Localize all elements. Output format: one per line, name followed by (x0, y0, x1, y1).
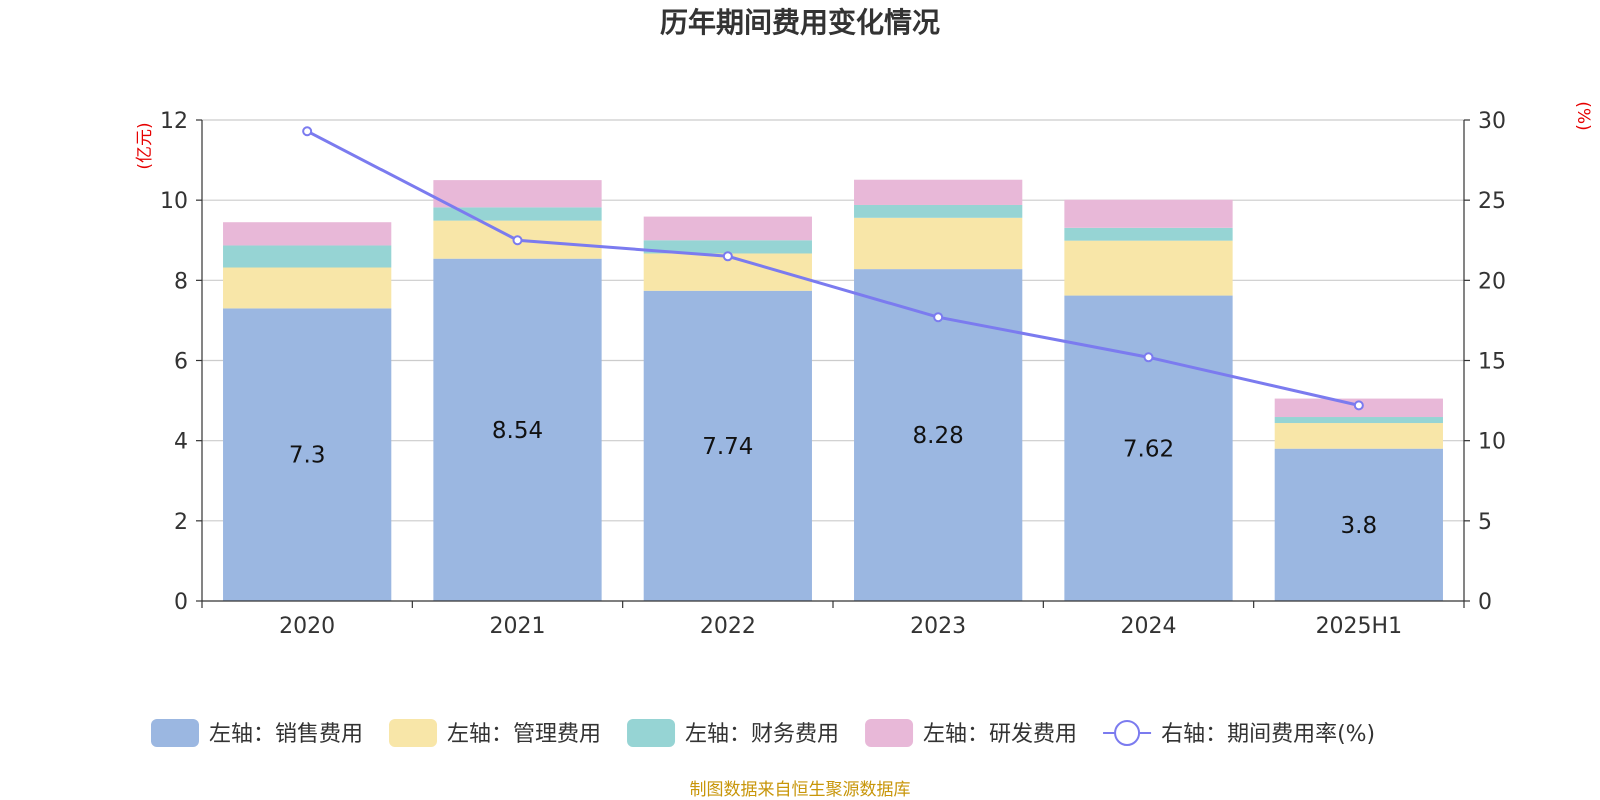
bar-segment (1064, 227, 1233, 241)
rate-point (1353, 400, 1364, 411)
chart-title: 历年期间费用变化情况 (660, 6, 940, 39)
legend-swatch (389, 719, 438, 747)
x-axis-tick-label: 2022 (700, 614, 756, 639)
legend: 左轴：销售费用 左轴：管理费用 左轴：财务费用 左轴：研发费用 右轴：期间费用率(%) (151, 719, 1375, 747)
legend-point-swatch (1114, 720, 1141, 746)
rate-point (1143, 352, 1154, 363)
data-labels-group: 7.3 8.54 7.74 8.28 7.62 3.8 (289, 418, 1377, 539)
bar-segment (1274, 417, 1443, 424)
legend-label: 左轴：管理费用 (447, 722, 601, 747)
bar-segment (223, 308, 392, 601)
x-axis-tick-label: 2025H1 (1316, 614, 1403, 639)
left-axis-tick-label: 10 (160, 189, 188, 214)
x-axis-tick-label: 2024 (1121, 614, 1177, 639)
rate-point (933, 312, 944, 323)
bar-segment (1064, 240, 1233, 296)
bar-segment (1064, 199, 1233, 228)
rate-point (512, 235, 523, 246)
bar-segment (433, 180, 602, 208)
right-axis-tick-label: 25 (1478, 189, 1506, 214)
bar-segment (854, 217, 1023, 270)
left-axis-unit: (亿元) (135, 122, 155, 169)
rate-point (302, 126, 313, 137)
grid-lines (202, 119, 1464, 522)
legend-label: 左轴：研发费用 (923, 722, 1077, 747)
bar-segment (223, 267, 392, 309)
x-axis-tick-label: 2021 (490, 614, 546, 639)
bar-segment (854, 204, 1023, 218)
bars-group (223, 179, 1443, 601)
left-axis-tick-label: 12 (160, 109, 188, 134)
bar-segment (223, 222, 392, 246)
right-axis-tick-label: 30 (1478, 109, 1506, 134)
legend-label: 右轴：期间费用率(%) (1161, 722, 1375, 747)
legend-label: 左轴：财务费用 (685, 722, 839, 747)
right-axis-tick-label: 0 (1478, 590, 1492, 615)
left-axis-tick-label: 2 (174, 510, 188, 535)
bar-data-label: 8.54 (492, 418, 543, 444)
bar-segment (643, 290, 812, 601)
bar-segment (1274, 423, 1443, 449)
legend-label: 左轴：销售费用 (209, 722, 363, 747)
source-note: 制图数据来自恒生聚源数据库 (690, 780, 911, 800)
left-axis-tick-label: 6 (174, 350, 188, 375)
right-axis-tick-label: 20 (1478, 269, 1506, 294)
legend-swatch (865, 719, 914, 747)
bar-segment (643, 216, 812, 241)
right-axis-tick-label: 10 (1478, 430, 1506, 455)
left-axis-tick-label: 8 (174, 269, 188, 294)
right-axis-unit: (%) (1573, 101, 1593, 130)
x-axis-tick-label: 2020 (279, 614, 335, 639)
bar-data-label: 8.28 (913, 423, 964, 449)
bar-data-label: 7.74 (702, 434, 753, 460)
rate-point (722, 251, 733, 262)
legend-swatch (627, 719, 676, 747)
bar-segment (433, 258, 602, 601)
bar-segment (223, 245, 392, 268)
bar-segment (643, 240, 812, 254)
legend-swatch (151, 719, 199, 747)
bar-segment (854, 269, 1023, 601)
bar-data-label: 7.3 (289, 443, 326, 469)
bar-segment (854, 179, 1023, 205)
right-axis-tick-label: 15 (1478, 350, 1506, 375)
bar-data-label: 3.8 (1341, 513, 1378, 539)
bar-data-label: 7.62 (1123, 436, 1174, 462)
rate-line-group (302, 126, 1364, 411)
bar-segment (1274, 448, 1443, 601)
right-axis-tick-label: 5 (1478, 510, 1492, 535)
rate-line (306, 129, 1360, 407)
left-axis-tick-label: 0 (174, 590, 188, 615)
axes-group: 0 2 4 6 8 10 12 0 5 10 15 20 25 30 2020 2021 2022 2023 202… (160, 109, 1506, 639)
x-axis-tick-label: 2023 (910, 614, 966, 639)
left-axis-tick-label: 4 (174, 430, 188, 455)
